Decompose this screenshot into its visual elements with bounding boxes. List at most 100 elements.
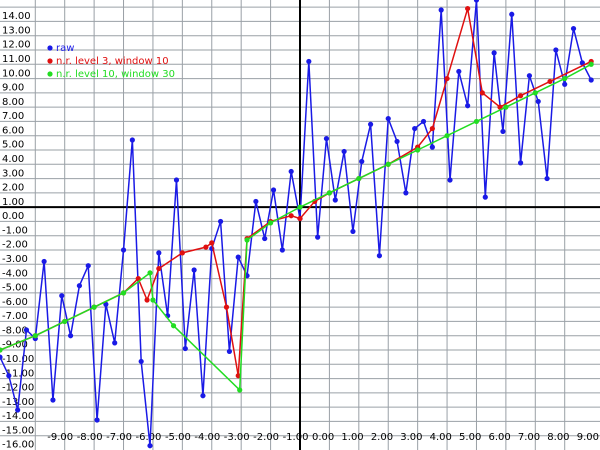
point	[209, 240, 215, 246]
point	[465, 5, 471, 12]
point	[562, 75, 568, 82]
point	[367, 121, 374, 127]
point	[237, 387, 243, 393]
point	[465, 103, 471, 109]
point	[156, 250, 162, 256]
point	[332, 197, 338, 203]
point	[120, 247, 127, 253]
y-tick-label: -14.00	[2, 411, 34, 422]
y-tick-label: 14.00	[2, 11, 31, 22]
y-tick-label: 4.00	[2, 154, 24, 165]
point	[147, 443, 153, 449]
point	[323, 135, 330, 142]
legend-marker	[47, 45, 53, 51]
x-tick-label: -8.00	[77, 432, 103, 443]
x-tick-label: -4.00	[194, 432, 220, 443]
point	[23, 327, 30, 333]
y-tick-label: 6.00	[2, 125, 24, 136]
point	[420, 118, 427, 125]
point	[288, 168, 294, 175]
x-tick-label: -9.00	[47, 432, 73, 443]
point	[429, 125, 435, 132]
y-tick-label: 8.00	[2, 97, 24, 108]
y-tick-label: 0.00	[2, 211, 24, 222]
point	[547, 78, 553, 85]
point	[412, 125, 418, 132]
point	[473, 118, 480, 125]
x-tick-label: 6.00	[488, 432, 510, 443]
point	[262, 235, 268, 242]
point	[350, 228, 356, 235]
series-line	[0, 63, 592, 392]
point	[85, 263, 91, 269]
y-tick-label: 11.00	[2, 54, 31, 65]
point	[32, 333, 38, 339]
x-tick-label: 5.00	[459, 432, 481, 443]
point	[182, 345, 188, 352]
point	[226, 348, 233, 355]
point	[76, 283, 83, 289]
point	[444, 75, 450, 82]
y-tick-label: 3.00	[2, 168, 24, 179]
point	[385, 115, 391, 122]
point	[429, 144, 435, 150]
y-tick-label: 13.00	[2, 25, 31, 36]
point	[173, 177, 180, 183]
point	[50, 397, 56, 403]
point	[456, 68, 462, 75]
y-tick-label: -15.00	[2, 425, 34, 436]
point	[94, 417, 100, 423]
point	[120, 290, 127, 296]
point	[535, 98, 541, 105]
y-tick-label: -10.00	[2, 354, 34, 365]
point	[394, 138, 400, 145]
x-tick-label: 1.00	[341, 432, 363, 443]
point	[235, 373, 241, 379]
point	[588, 77, 594, 83]
y-tick-label: -16.00	[2, 440, 34, 450]
point	[415, 147, 421, 153]
point	[438, 7, 444, 13]
point	[41, 258, 47, 265]
y-tick-label: -12.00	[2, 383, 34, 394]
point	[15, 407, 21, 413]
y-tick-label: -7.00	[2, 311, 28, 322]
point	[376, 253, 383, 259]
point	[235, 254, 241, 260]
point	[288, 213, 294, 219]
point	[103, 301, 109, 307]
y-tick-label: -11.00	[2, 368, 34, 379]
point	[517, 93, 524, 99]
x-tick-label: -2.00	[253, 432, 279, 443]
y-tick-label: 9.00	[2, 83, 24, 94]
point	[217, 218, 224, 225]
x-tick-label: 0.00	[312, 432, 334, 443]
point	[129, 137, 135, 143]
point	[150, 297, 156, 303]
point	[59, 293, 65, 299]
point	[497, 104, 503, 110]
point	[200, 393, 206, 399]
x-tick-label: -3.00	[224, 432, 250, 443]
point	[326, 190, 333, 196]
y-tick-label: 1.00	[2, 197, 24, 208]
point	[0, 347, 3, 353]
legend-label: n.r. level 3, window 10	[56, 56, 169, 67]
point	[562, 81, 568, 87]
point	[297, 204, 303, 210]
y-tick-label: -6.00	[2, 297, 28, 308]
legend-marker	[47, 71, 53, 77]
point	[570, 25, 577, 32]
series-line	[0, 0, 592, 446]
point	[500, 128, 506, 135]
point	[279, 247, 285, 253]
x-tick-label: 3.00	[400, 432, 422, 443]
x-tick-label: -1.00	[283, 432, 309, 443]
point	[138, 358, 144, 365]
y-tick-label: -9.00	[2, 340, 28, 351]
point	[473, 0, 480, 3]
point	[244, 237, 250, 243]
y-tick-label: 5.00	[2, 140, 24, 151]
y-tick-label: 7.00	[2, 111, 24, 122]
y-tick-label: -2.00	[2, 240, 28, 251]
